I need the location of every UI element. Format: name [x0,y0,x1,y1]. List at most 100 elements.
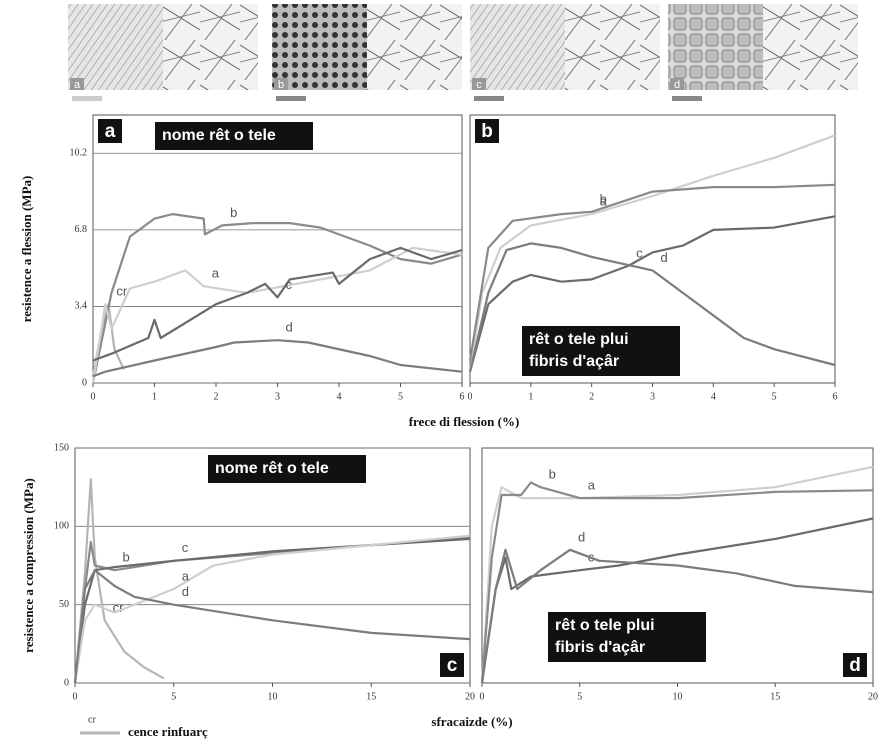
series-line [480,465,874,684]
y-axis-title: resistence a flession (MPa) [19,176,34,323]
curve-label: b [600,191,607,206]
annotation: fibris d'açâr [555,639,645,656]
x-tick-label: 4 [711,391,716,402]
series-line [92,246,463,362]
panel-label: a [105,121,116,142]
thumbnail-texture [68,4,163,90]
x-tick-label: 0 [91,391,96,402]
curve-label: cr [116,284,128,299]
panel-label: b [481,121,493,142]
thumbnail-texture [272,4,367,90]
thumbnail-bar [474,96,504,101]
legend-series-name: cr [88,714,96,725]
curve-label: d [661,250,668,265]
x-tick-label: 10 [673,691,683,702]
annotation: fibris d'açâr [529,353,619,370]
y-tick-label: 50 [59,599,69,610]
series-line [468,215,836,372]
thumbnail-label-box [274,78,288,90]
curve-label: d [578,529,585,544]
series-line [480,548,874,684]
panel-label: c [447,655,458,676]
x-tick-label: 2 [214,391,219,402]
y-tick-label: 10.2 [70,148,88,159]
curve-label: a [212,266,220,281]
curve-label: c [182,540,189,555]
x-tick-label: 15 [366,691,376,702]
thumbnail-fibers [565,4,660,90]
series-line [468,242,836,372]
panel-label-box [440,653,464,677]
panel-label-box [475,119,499,143]
annotation: nome rêt o tele [162,127,276,144]
annotation-box [548,612,706,662]
thumbnail-label-box [70,78,84,90]
x-tick-label: 6 [833,391,838,402]
x-tick-label: 5 [398,391,403,402]
x-tick-label: 5 [772,391,777,402]
thumbnail-label: c [476,79,482,91]
series-line [468,134,836,372]
x-tick-label: 0 [73,691,78,702]
y-axis-title: resistence a compression (MPa) [21,478,36,653]
legend-label: cence rinfuarç [128,724,208,739]
x-tick-label: 10 [268,691,278,702]
series-line [91,246,463,384]
panel-label: d [849,655,861,676]
thumbnail-label: b [278,79,284,91]
thumbnail-label-box [472,78,486,90]
x-tick-label: 0 [480,691,485,702]
series-line [480,481,874,684]
y-tick-label: 0 [82,377,87,388]
x-tick-label: 5 [577,691,582,702]
y-tick-label: 0 [64,677,69,688]
series-line [91,213,463,384]
panel-label-box [98,119,122,143]
curve-label: b [123,550,130,565]
curve-label: c [636,245,643,260]
curve-label: d [182,584,189,599]
thumbnail-bar [276,96,306,101]
panel: 0 3.4 6.8 10.2 0 1 2 3 4 5 6 cr b a c d a nome rêt o tele… [19,114,520,429]
x-tick-label: 3 [275,391,280,402]
y-tick-label: 100 [54,521,69,532]
series-line [73,569,471,684]
y-tick-label: 3.4 [75,301,88,312]
thumbnail-texture [668,4,763,90]
annotation-box [155,122,313,150]
thumbnails: a b c d [68,4,858,101]
annotation: rêt o tele plui [555,617,655,634]
x-tick-label: 15 [770,691,780,702]
series-line [92,339,463,378]
curve-label: a [588,478,596,493]
x-tick-label: 6 [460,391,465,402]
thumbnail-bar [672,96,702,101]
curve-label: a [182,568,190,583]
series-line [468,183,836,361]
x-tick-label: 4 [337,391,342,402]
curve-label: b [230,205,237,220]
thumbnail-label: a [74,79,81,91]
curve-label: d [286,320,293,335]
curve-label: c [286,277,293,292]
series-line [73,478,165,684]
annotation: rêt o tele plui [529,331,629,348]
curve-label: a [600,194,608,209]
thumbnail-fibers [367,4,462,90]
series-line [73,534,471,684]
x-tick-label: 20 [465,691,475,702]
thumbnail-fibers [163,4,258,90]
curve-label: b [549,467,556,482]
x-tick-label: 3 [650,391,655,402]
annotation: nome rêt o tele [215,460,329,477]
x-tick-label: 5 [171,691,176,702]
thumbnail-bar [72,96,102,101]
x-axis-title: frece di flession (%) [409,414,520,429]
x-tick-label: 2 [589,391,594,402]
curve-label: cr [113,600,125,615]
x-axis-title: sfracaizde (%) [431,714,512,729]
